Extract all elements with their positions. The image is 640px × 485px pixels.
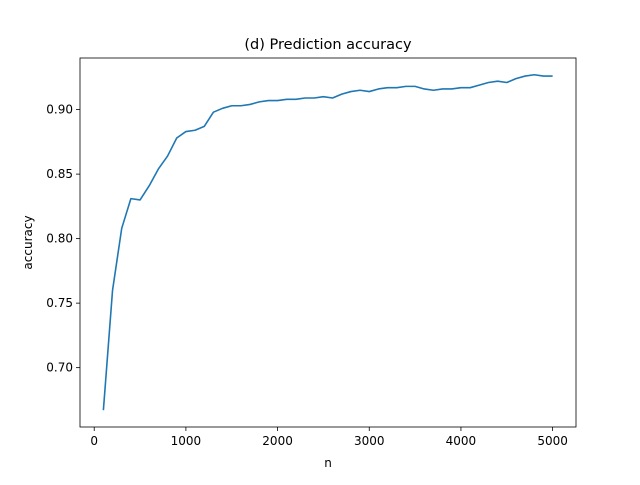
x-tick-label: 1000 xyxy=(171,434,202,448)
y-axis: 0.70 0.75 0.80 0.85 0.90 xyxy=(46,103,80,375)
y-axis-label: accuracy xyxy=(21,215,35,269)
axes-frame xyxy=(79,57,577,428)
y-tick-label: 0.80 xyxy=(46,232,73,246)
x-tick-label: 2000 xyxy=(262,434,293,448)
y-tick-label: 0.70 xyxy=(46,361,73,375)
x-tick-label: 5000 xyxy=(537,434,568,448)
x-axis: 0 1000 2000 3000 4000 5000 xyxy=(90,427,568,448)
y-tick-label: 0.85 xyxy=(46,167,73,181)
chart-title: (d) Prediction accuracy xyxy=(244,37,412,53)
series-line-0 xyxy=(102,73,553,411)
x-tick-label: 4000 xyxy=(446,434,477,448)
x-axis-label: n xyxy=(324,456,332,470)
x-tick-label: 3000 xyxy=(354,434,385,448)
y-tick-label: 0.75 xyxy=(46,296,73,310)
plot-area xyxy=(102,73,553,411)
x-tick-label: 0 xyxy=(90,434,98,448)
y-tick-label: 0.90 xyxy=(46,103,73,117)
